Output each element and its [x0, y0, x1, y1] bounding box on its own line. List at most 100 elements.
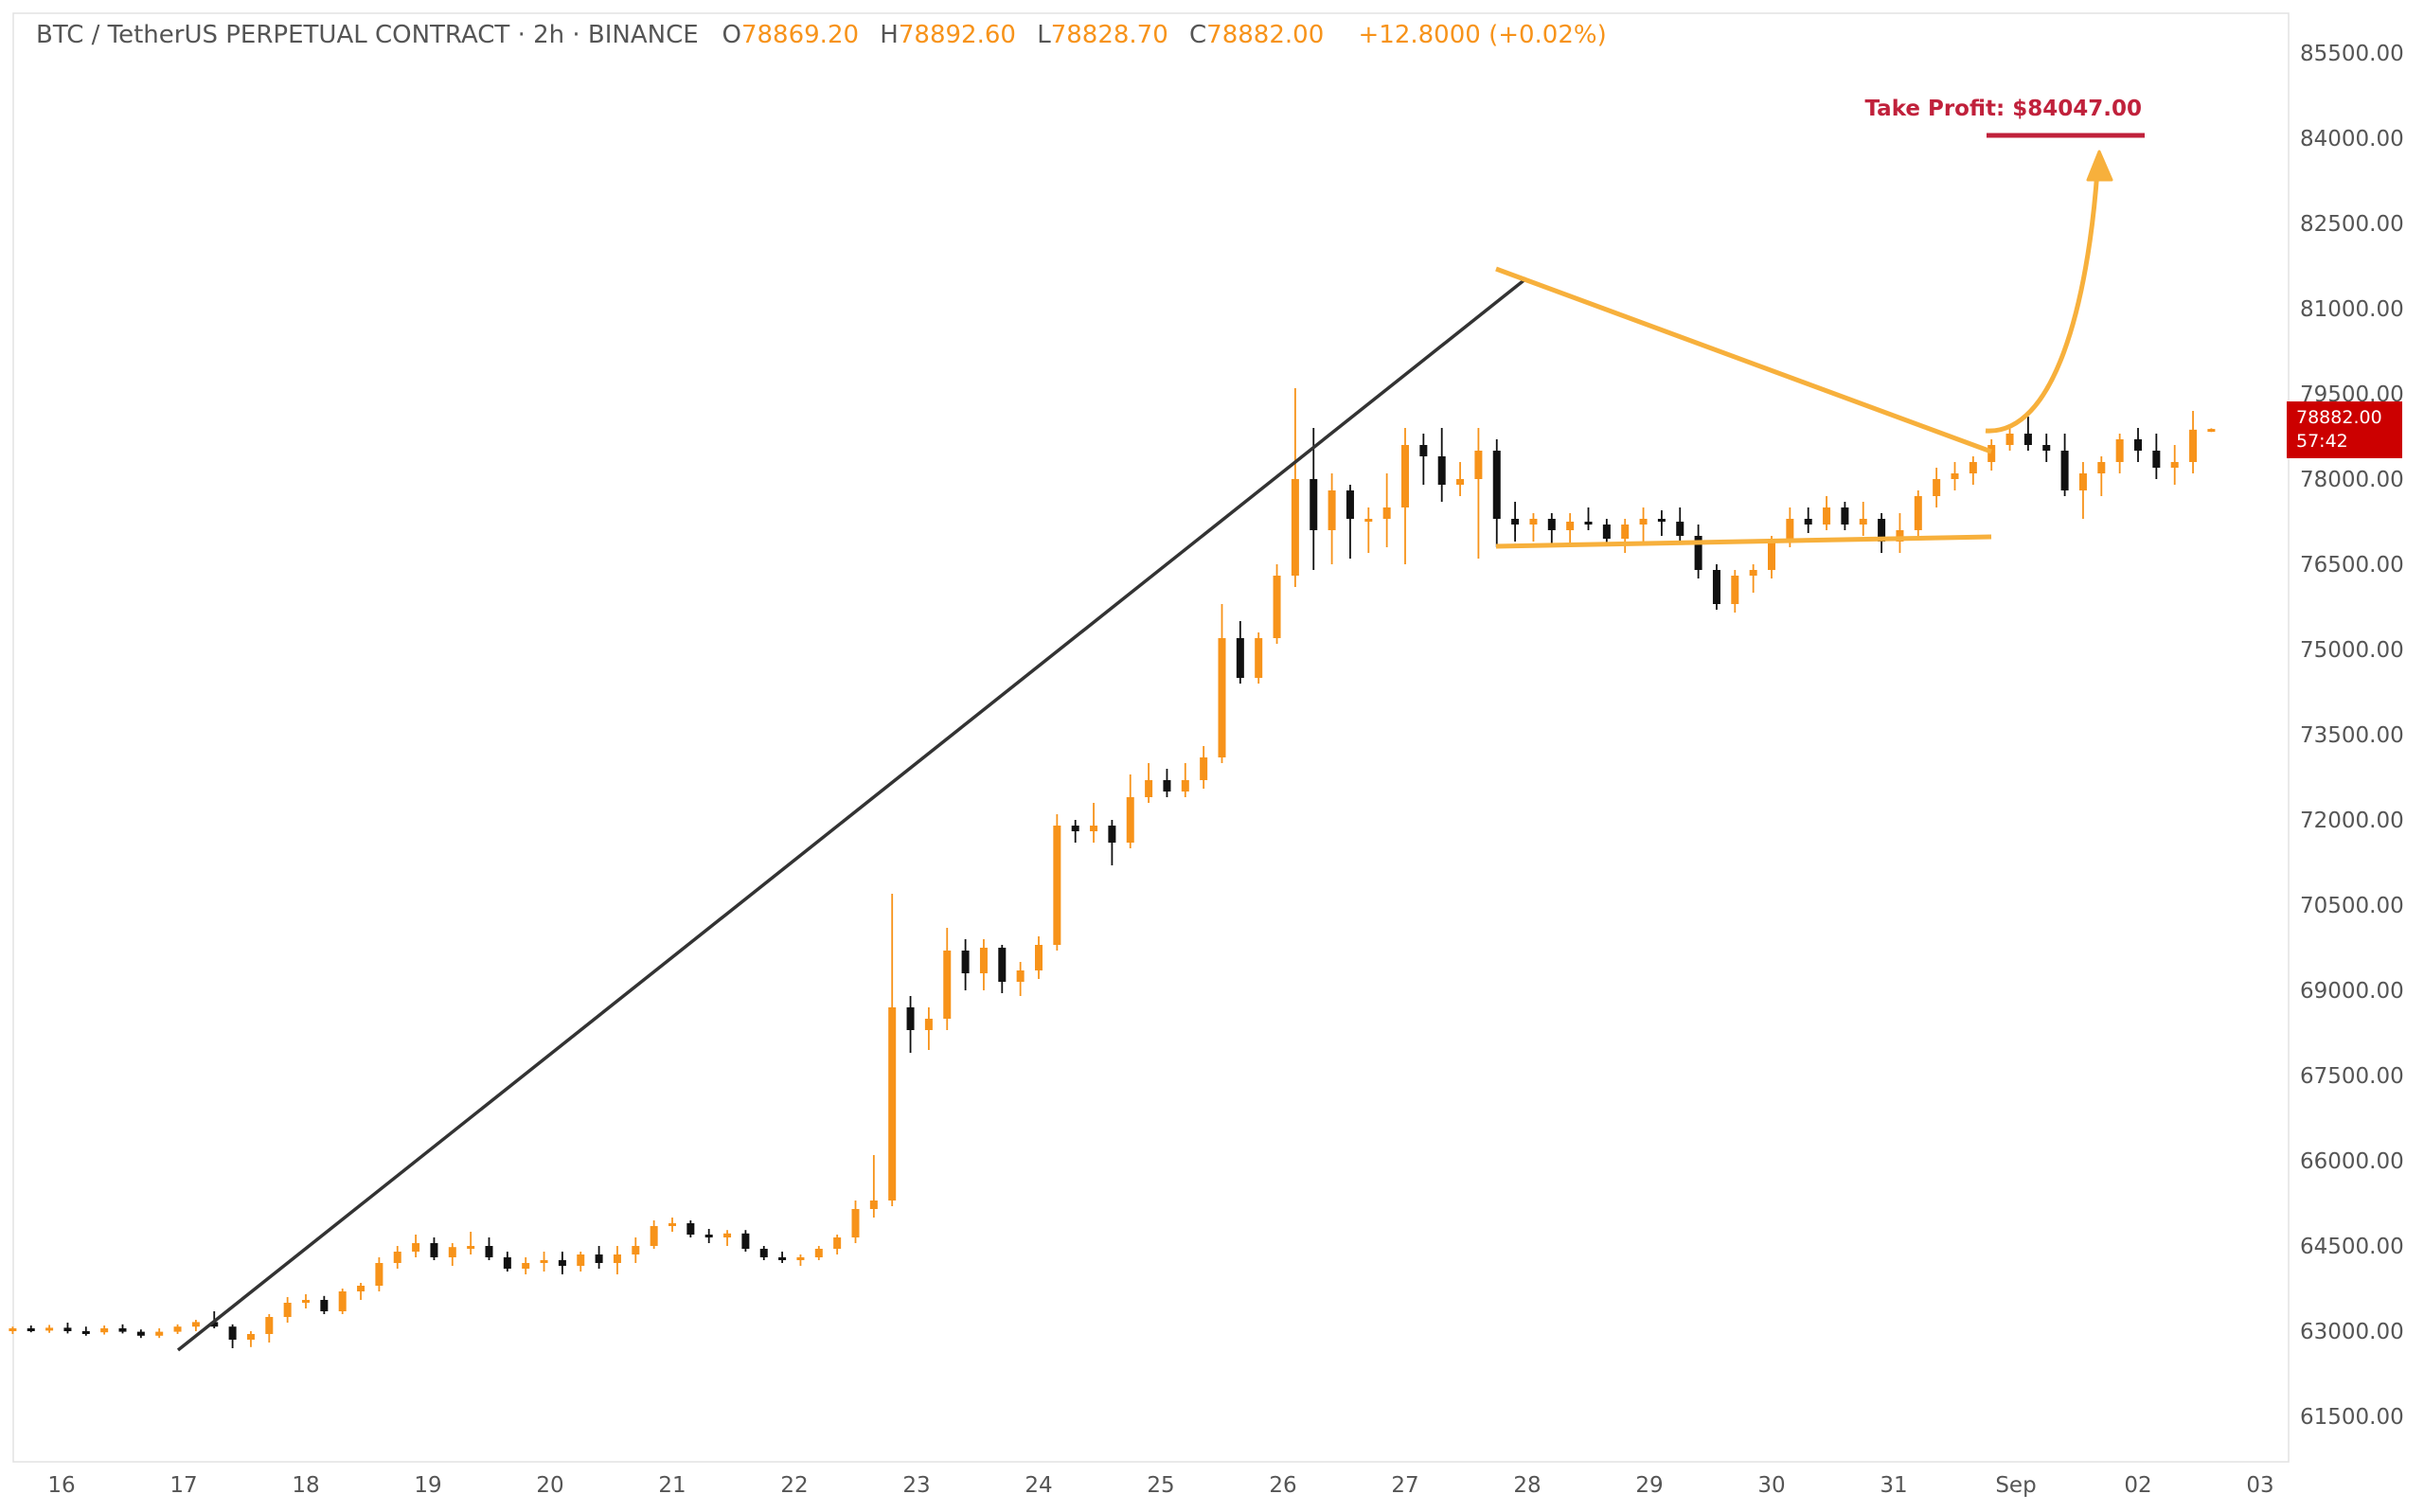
candle-up — [1255, 632, 1263, 684]
candle-body — [1859, 519, 1867, 525]
candle-body — [778, 1257, 787, 1260]
drawings-group — [176, 150, 2113, 1352]
candle-up — [1731, 570, 1739, 613]
low-label: L — [1037, 21, 1051, 49]
candle-body — [1749, 570, 1757, 576]
candle-body — [503, 1257, 511, 1269]
candle-body — [228, 1326, 237, 1340]
y-tick-label: 70500.00 — [2300, 894, 2404, 918]
candle-body — [1657, 519, 1666, 522]
candle-body — [540, 1260, 548, 1263]
candle-body — [1364, 519, 1373, 522]
candle-up — [1035, 936, 1043, 979]
change-value: +12.8000 (+0.02%) — [1358, 21, 1607, 49]
candle-down — [228, 1324, 237, 1348]
candle-up — [1016, 962, 1025, 996]
candle-body — [375, 1263, 383, 1286]
candle-up — [540, 1252, 548, 1272]
x-tick-label: 03 — [2246, 1473, 2273, 1498]
open-label: O — [722, 21, 741, 49]
x-tick-label: 25 — [1147, 1473, 1174, 1498]
candle-up — [1969, 456, 1977, 485]
x-tick-label: 27 — [1391, 1473, 1418, 1498]
x-tick-label: 23 — [902, 1473, 930, 1498]
candle-up — [2189, 411, 2198, 473]
candle-up — [375, 1257, 383, 1291]
candle-down — [1511, 502, 1520, 542]
time-axis[interactable]: 16 17 18 19 20 21 22 23 24 25 26 27 28 29 30 31 Sep 02 03 — [47, 1473, 2273, 1498]
candle-body — [1584, 522, 1593, 525]
candle-down — [1163, 769, 1171, 797]
y-tick-label: 76500.00 — [2300, 553, 2404, 578]
candle-body — [1621, 525, 1630, 539]
candle-up — [1053, 814, 1061, 951]
support-line — [1495, 534, 1992, 549]
candle-body — [1768, 542, 1775, 570]
candle-up — [1273, 564, 1281, 644]
y-tick-label: 63000.00 — [2300, 1320, 2404, 1344]
candle-down — [63, 1323, 72, 1334]
candle-body — [283, 1303, 292, 1317]
candle-up — [888, 894, 897, 1206]
candle-down — [961, 939, 970, 990]
candle-up — [943, 928, 952, 1030]
y-tick-label: 73500.00 — [2300, 723, 2404, 748]
candle-up — [924, 1007, 933, 1050]
x-tick-label: 31 — [1880, 1473, 1907, 1498]
candle-up — [851, 1201, 860, 1243]
candle-down — [81, 1326, 90, 1336]
price-axis[interactable]: 61500.00 63000.00 64500.00 66000.00 67500.00… — [2300, 42, 2404, 1430]
candle-body — [869, 1201, 878, 1209]
candle-body — [833, 1237, 842, 1249]
candle-up — [393, 1246, 401, 1269]
take-profit-annotation[interactable]: Take Profit: $84047.00 — [1864, 97, 2145, 138]
close-label: C — [1189, 21, 1207, 49]
x-tick-label: 22 — [780, 1473, 808, 1498]
candle-body — [577, 1254, 585, 1266]
candle-body — [2207, 429, 2216, 433]
candle-body — [1823, 507, 1831, 525]
candle-body — [814, 1249, 823, 1257]
y-tick-label: 69000.00 — [2300, 979, 2404, 1004]
candle-body — [485, 1246, 493, 1257]
candle-up — [448, 1243, 456, 1266]
candle-down — [1419, 434, 1428, 485]
candle-body — [888, 1007, 897, 1201]
close-value: 78882.00 — [1206, 21, 1325, 49]
candle-down — [1346, 485, 1354, 559]
candle-down — [485, 1237, 493, 1260]
candle-body — [1602, 525, 1611, 539]
candle-down — [686, 1220, 695, 1237]
candle-up — [522, 1257, 530, 1274]
candle-body — [1529, 519, 1538, 525]
candle-up — [1933, 468, 1941, 507]
candle-body — [393, 1252, 401, 1263]
x-tick-label: 16 — [47, 1473, 75, 1498]
candle-body — [1694, 536, 1702, 570]
candle-up — [357, 1283, 365, 1300]
y-tick-label: 66000.00 — [2300, 1149, 2404, 1174]
candle-body — [1401, 445, 1409, 507]
candle-down — [1878, 513, 1886, 553]
candle-down — [2152, 434, 2161, 479]
candle-down — [778, 1252, 787, 1263]
candle-body — [210, 1322, 219, 1327]
candle-up — [2078, 462, 2087, 519]
candle-up — [338, 1289, 347, 1314]
candle-down — [1108, 820, 1116, 865]
candle-body — [1071, 826, 1079, 831]
candle-up — [1382, 473, 1391, 547]
candle-body — [1676, 522, 1684, 536]
candle-down — [27, 1325, 35, 1333]
x-tick-label: 02 — [2124, 1473, 2151, 1498]
x-tick-label: Sep — [1995, 1473, 2036, 1498]
x-tick-label: 29 — [1635, 1473, 1663, 1498]
plot-area[interactable] — [12, 12, 2290, 1463]
candle-body — [1804, 519, 1812, 525]
high-value: 78892.60 — [898, 21, 1016, 49]
candle-down — [2023, 417, 2032, 451]
candle-body — [1474, 451, 1483, 479]
uptrend-line — [176, 276, 1528, 1352]
